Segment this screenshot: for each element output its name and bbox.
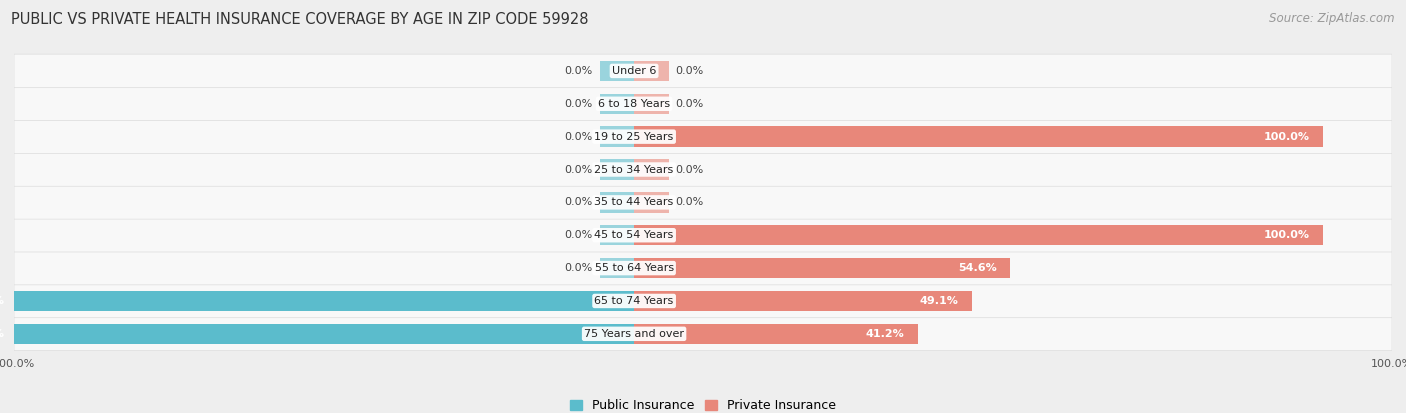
Text: 25 to 34 Years: 25 to 34 Years bbox=[595, 164, 673, 175]
Text: 100.0%: 100.0% bbox=[0, 329, 6, 339]
Text: 0.0%: 0.0% bbox=[675, 66, 703, 76]
Text: 0.0%: 0.0% bbox=[565, 197, 593, 207]
Text: 0.0%: 0.0% bbox=[675, 197, 703, 207]
Text: Under 6: Under 6 bbox=[612, 66, 657, 76]
Bar bbox=[634, 324, 918, 344]
Bar bbox=[599, 126, 634, 147]
Legend: Public Insurance, Private Insurance: Public Insurance, Private Insurance bbox=[567, 396, 839, 413]
Bar bbox=[0, 291, 634, 311]
FancyBboxPatch shape bbox=[14, 218, 1392, 252]
Text: 45 to 54 Years: 45 to 54 Years bbox=[595, 230, 673, 240]
FancyBboxPatch shape bbox=[14, 317, 1392, 351]
Bar bbox=[634, 61, 669, 81]
FancyBboxPatch shape bbox=[14, 120, 1392, 153]
Text: 65 to 74 Years: 65 to 74 Years bbox=[595, 296, 673, 306]
Bar bbox=[0, 324, 634, 344]
FancyBboxPatch shape bbox=[14, 252, 1392, 285]
Text: 6 to 18 Years: 6 to 18 Years bbox=[598, 99, 671, 109]
Text: 55 to 64 Years: 55 to 64 Years bbox=[595, 263, 673, 273]
FancyBboxPatch shape bbox=[14, 54, 1392, 88]
Text: Source: ZipAtlas.com: Source: ZipAtlas.com bbox=[1270, 12, 1395, 25]
FancyBboxPatch shape bbox=[14, 284, 1392, 318]
Text: 100.0%: 100.0% bbox=[1263, 230, 1309, 240]
Text: 19 to 25 Years: 19 to 25 Years bbox=[595, 132, 673, 142]
Text: 0.0%: 0.0% bbox=[675, 164, 703, 175]
Bar bbox=[599, 192, 634, 213]
Bar bbox=[634, 192, 669, 213]
Text: 0.0%: 0.0% bbox=[565, 164, 593, 175]
Bar bbox=[634, 291, 973, 311]
Bar bbox=[599, 225, 634, 245]
Bar bbox=[634, 159, 669, 180]
Bar bbox=[634, 94, 669, 114]
Bar bbox=[634, 225, 1323, 245]
Text: 0.0%: 0.0% bbox=[565, 132, 593, 142]
Text: 0.0%: 0.0% bbox=[565, 263, 593, 273]
Text: PUBLIC VS PRIVATE HEALTH INSURANCE COVERAGE BY AGE IN ZIP CODE 59928: PUBLIC VS PRIVATE HEALTH INSURANCE COVER… bbox=[11, 12, 589, 27]
FancyBboxPatch shape bbox=[14, 185, 1392, 219]
Text: 100.0%: 100.0% bbox=[1263, 132, 1309, 142]
Text: 0.0%: 0.0% bbox=[565, 230, 593, 240]
Bar bbox=[634, 126, 1323, 147]
Bar bbox=[599, 94, 634, 114]
Bar bbox=[634, 258, 1011, 278]
Text: 54.6%: 54.6% bbox=[957, 263, 997, 273]
Bar bbox=[599, 159, 634, 180]
Text: 0.0%: 0.0% bbox=[675, 99, 703, 109]
FancyBboxPatch shape bbox=[14, 87, 1392, 121]
Text: 100.0%: 100.0% bbox=[0, 296, 6, 306]
Bar bbox=[599, 61, 634, 81]
Text: 0.0%: 0.0% bbox=[565, 66, 593, 76]
Text: 0.0%: 0.0% bbox=[565, 99, 593, 109]
Text: 49.1%: 49.1% bbox=[920, 296, 959, 306]
Text: 75 Years and over: 75 Years and over bbox=[583, 329, 685, 339]
Text: 35 to 44 Years: 35 to 44 Years bbox=[595, 197, 673, 207]
Bar bbox=[599, 258, 634, 278]
Text: 41.2%: 41.2% bbox=[866, 329, 904, 339]
FancyBboxPatch shape bbox=[14, 153, 1392, 186]
